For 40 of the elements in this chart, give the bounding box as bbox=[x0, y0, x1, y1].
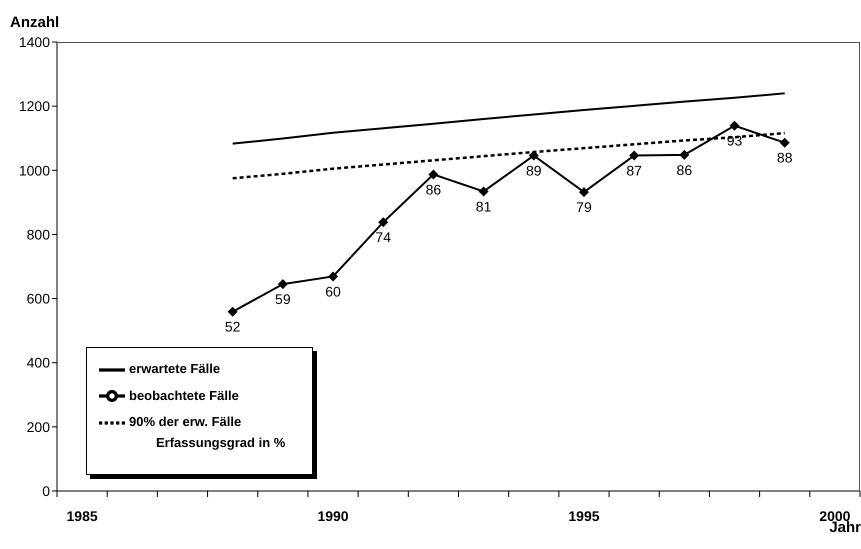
legend-label: erwartete Fälle bbox=[129, 361, 220, 376]
legend-label: 90% der erw. Fälle bbox=[129, 414, 242, 430]
annotation: 89 bbox=[526, 162, 542, 179]
y-tick-label: 1000 bbox=[18, 162, 50, 178]
annotation: 81 bbox=[476, 198, 492, 214]
y-tick-label: 200 bbox=[26, 418, 50, 435]
x-tick-label: 1995 bbox=[568, 508, 600, 524]
point bbox=[629, 150, 640, 161]
point bbox=[578, 187, 589, 198]
annotation: 86 bbox=[426, 181, 442, 198]
annotation: 79 bbox=[576, 199, 592, 216]
point bbox=[679, 150, 690, 160]
point bbox=[428, 169, 438, 180]
x-tick-label: 1985 bbox=[66, 508, 98, 524]
annotation: 86 bbox=[676, 162, 692, 178]
y-tick-label: 0 bbox=[42, 482, 50, 499]
y-axis-title: Anzahl bbox=[10, 14, 60, 31]
annotation: 60 bbox=[325, 283, 342, 300]
x-tick-label: 1990 bbox=[317, 508, 349, 524]
point bbox=[780, 138, 790, 148]
line-series bbox=[232, 92, 786, 145]
y-tick-label: 600 bbox=[26, 290, 50, 307]
point bbox=[328, 271, 338, 282]
y-tick-label: 400 bbox=[26, 354, 50, 371]
y-tick-label: 1200 bbox=[18, 98, 50, 114]
point bbox=[278, 279, 288, 290]
point bbox=[478, 186, 489, 196]
annotation: 52 bbox=[224, 318, 241, 335]
annotation: 74 bbox=[375, 229, 392, 246]
point bbox=[228, 306, 238, 317]
point bbox=[730, 120, 740, 131]
annotation: 88 bbox=[776, 150, 793, 166]
annotation: Erfassungsgrad in % bbox=[156, 435, 286, 450]
point bbox=[528, 150, 539, 161]
annotation: 59 bbox=[275, 291, 291, 308]
y-tick-label: 800 bbox=[26, 226, 50, 242]
annotation: 87 bbox=[626, 162, 642, 179]
y-tick-label: 1400 bbox=[18, 34, 50, 50]
legend-label: beobachtete Fälle bbox=[129, 388, 239, 403]
point bbox=[378, 217, 388, 228]
